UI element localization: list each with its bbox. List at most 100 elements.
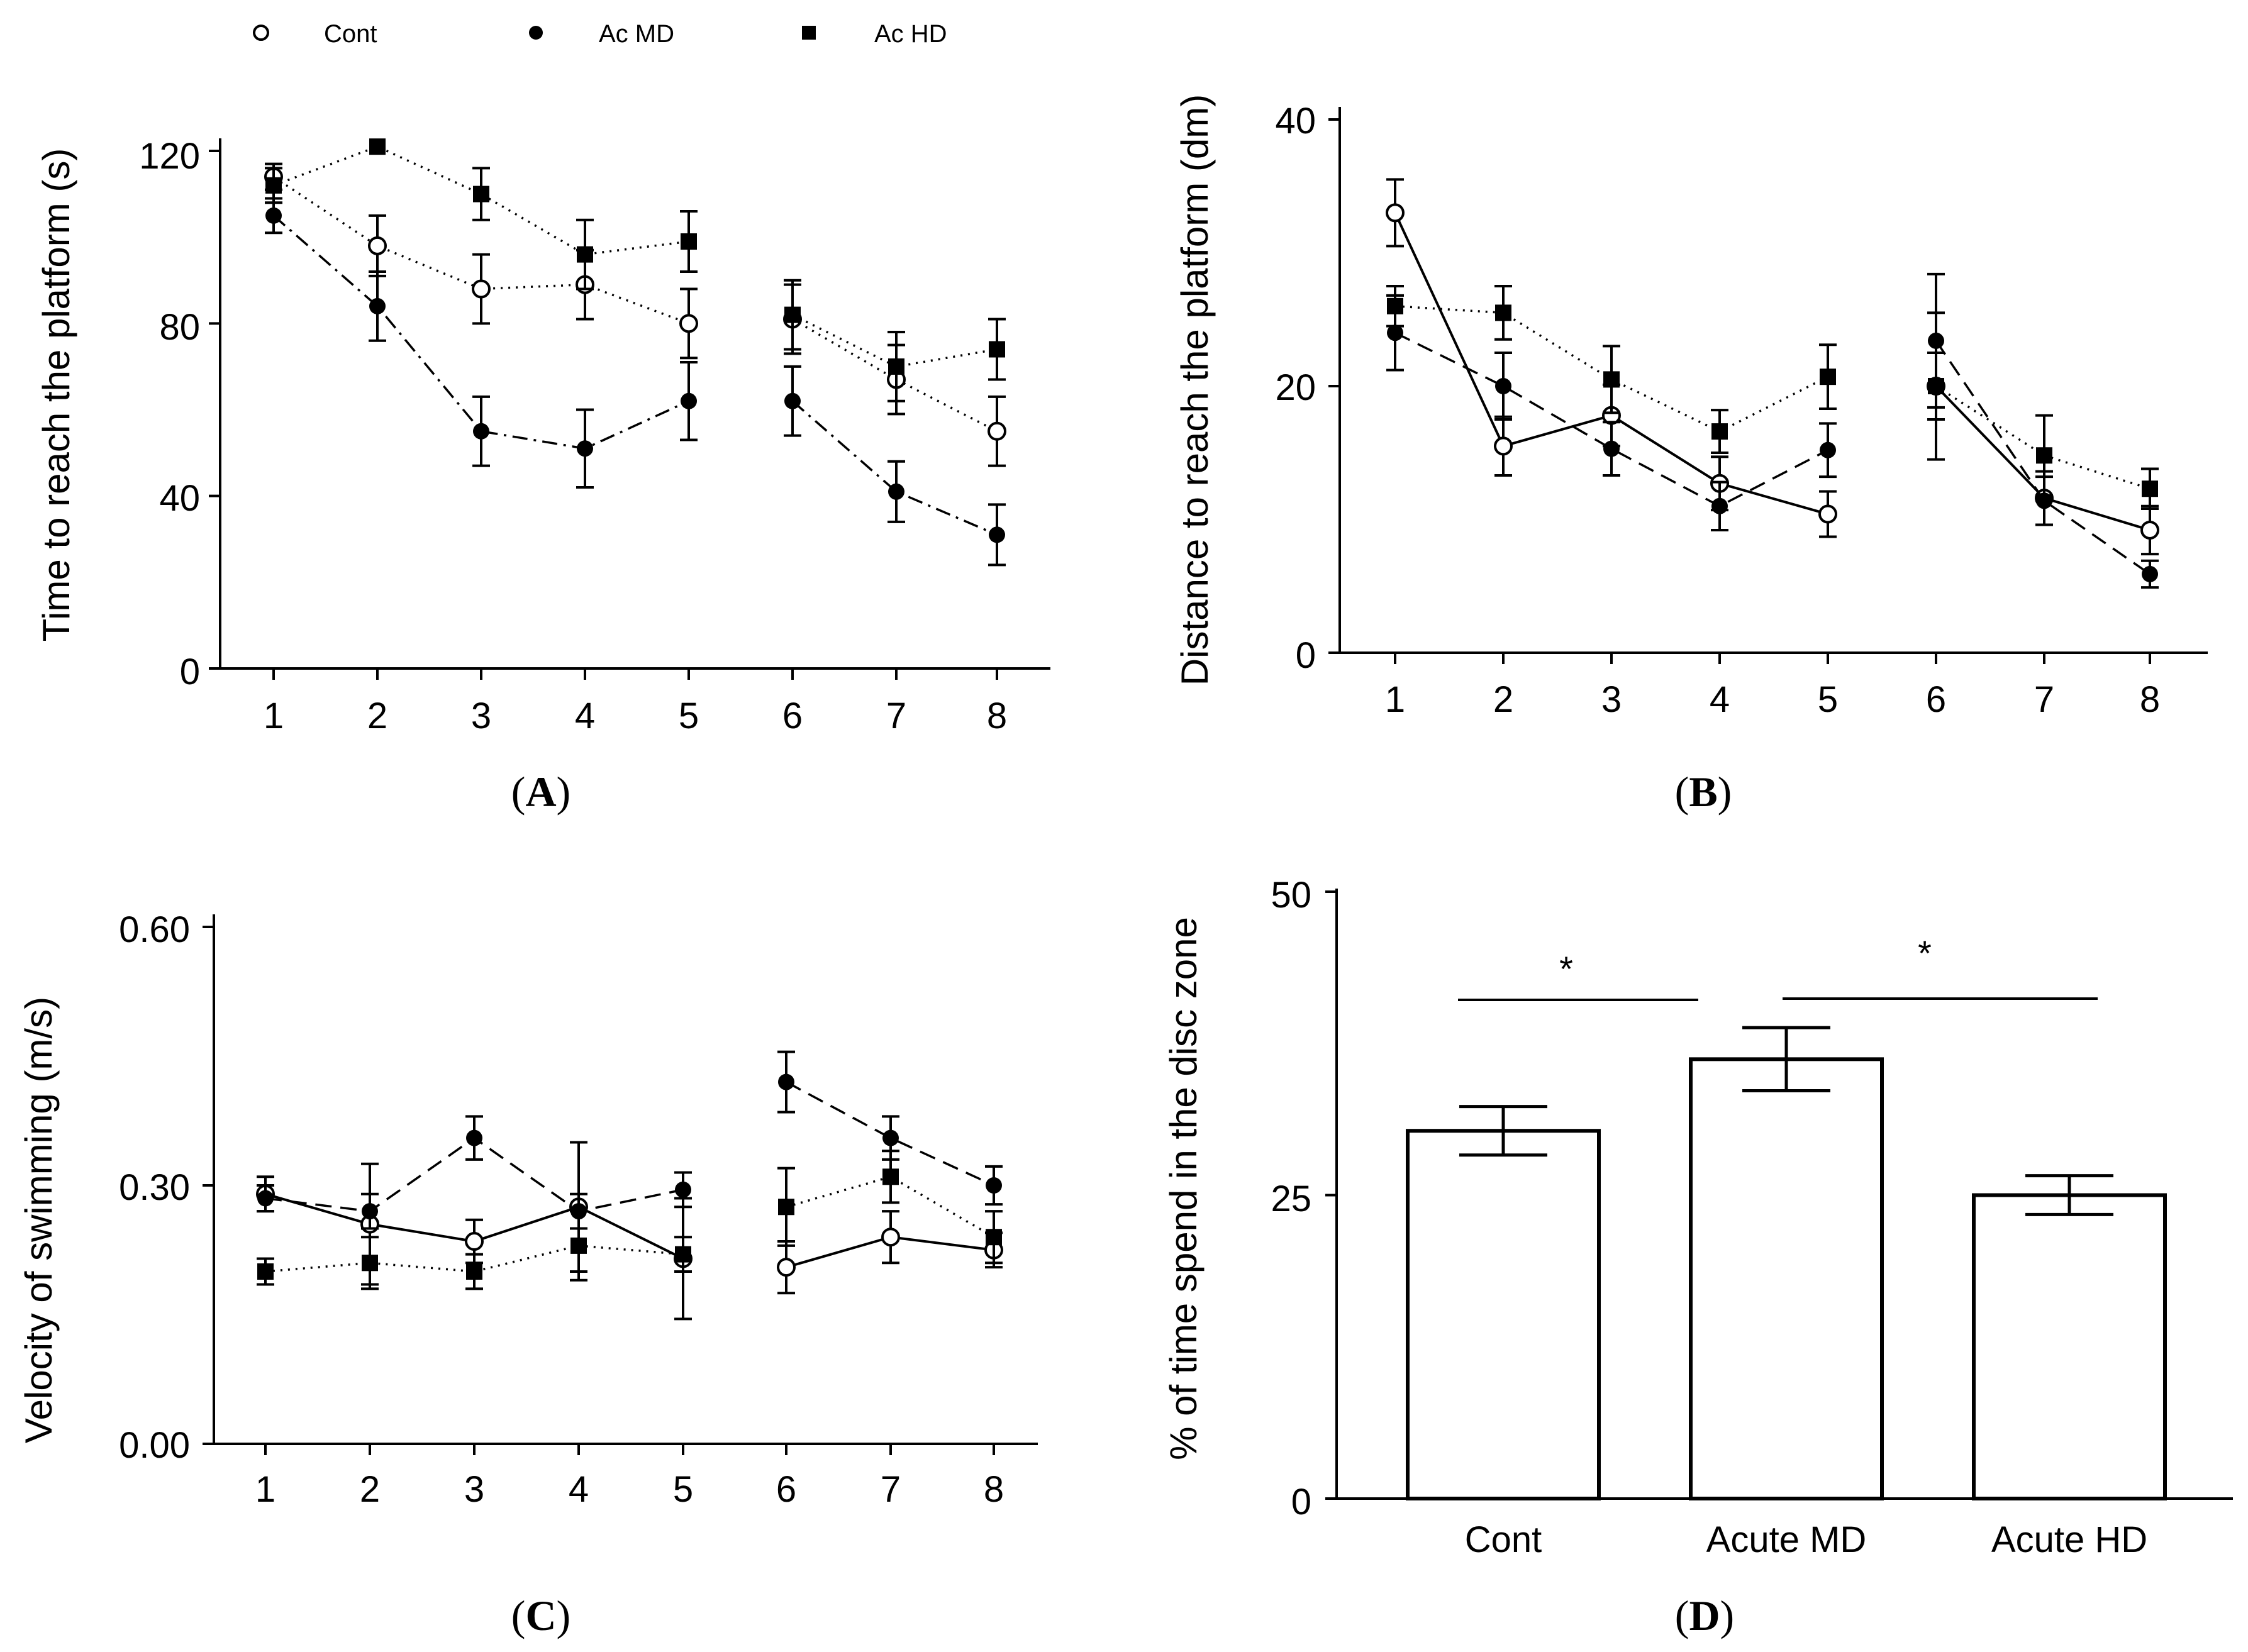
series-line bbox=[273, 175, 689, 324]
xtick-label: Acute HD bbox=[1991, 1519, 2147, 1560]
ytick-label: 80 bbox=[159, 307, 200, 348]
legend-item-ac-md: Ac MD bbox=[529, 20, 674, 48]
data-point-filled-square bbox=[1711, 423, 1728, 440]
data-point-filled-circle bbox=[986, 1177, 1002, 1194]
xtick-label: 7 bbox=[2034, 679, 2054, 720]
legend-marker-filled-square bbox=[802, 26, 816, 40]
data-point-filled-square bbox=[1928, 378, 1944, 394]
data-point-filled-circle bbox=[1711, 497, 1728, 514]
ytick-label: 0.30 bbox=[119, 1167, 190, 1208]
series-cont bbox=[264, 162, 1006, 467]
data-point-filled-circle bbox=[675, 1181, 691, 1198]
data-point-filled-circle bbox=[265, 207, 282, 224]
data-point-filled-circle bbox=[1928, 332, 1944, 349]
panel-b-plot bbox=[1328, 107, 2208, 664]
data-point-open-circle bbox=[465, 1232, 484, 1251]
data-point-filled-circle bbox=[466, 1129, 482, 1146]
data-point-filled-square bbox=[2036, 447, 2052, 464]
panel-label-letter: C bbox=[525, 1592, 556, 1639]
data-point-open-circle bbox=[1494, 436, 1513, 456]
legend-item-cont: Cont bbox=[253, 20, 377, 48]
series-ac-md bbox=[257, 1050, 1003, 1230]
series-line bbox=[791, 400, 998, 536]
data-point-filled-square bbox=[1387, 297, 1403, 314]
data-point-filled-circle bbox=[369, 297, 386, 314]
ytick-labels: 0 40 80 120 bbox=[139, 136, 200, 692]
xtick-labels: 1 2 3 4 5 6 7 8 bbox=[264, 696, 1007, 736]
data-point-filled-circle bbox=[1603, 440, 1620, 457]
legend-marker-open-circle bbox=[253, 25, 269, 41]
bar bbox=[1406, 1129, 1601, 1500]
data-point-filled-square bbox=[362, 1255, 378, 1272]
data-point-filled-circle bbox=[1387, 324, 1403, 341]
xtick-label: 2 bbox=[367, 696, 387, 736]
data-point-filled-square bbox=[265, 177, 282, 194]
panel-c: Velocity of swimming (m/s) 0.00 0.30 0.6… bbox=[18, 909, 1004, 1639]
ytick-label: 40 bbox=[1275, 101, 1316, 141]
data-point-filled-square bbox=[784, 306, 801, 323]
ytick-label: 20 bbox=[1275, 367, 1316, 408]
data-point-open-circle bbox=[988, 421, 1006, 441]
data-point-filled-circle bbox=[1820, 441, 1836, 458]
data-point-filled-square bbox=[675, 1246, 691, 1263]
panel-label-letter: B bbox=[1689, 768, 1717, 816]
xtick-label: 1 bbox=[264, 696, 284, 736]
y-axis-title: Velocity of swimming (m/s) bbox=[18, 997, 60, 1443]
data-point-filled-circle bbox=[362, 1203, 378, 1220]
data-point-filled-circle bbox=[257, 1190, 274, 1207]
ytick-labels: 0 25 50 bbox=[1271, 875, 1311, 1522]
data-point-filled-square bbox=[1603, 371, 1620, 388]
panel-label-open-paren: ( bbox=[511, 768, 526, 816]
data-point-filled-square bbox=[570, 1237, 587, 1254]
significance-star: * bbox=[1918, 933, 1932, 973]
y-axis-title: Time to reach the platform (s) bbox=[35, 148, 77, 642]
data-point-filled-circle bbox=[681, 392, 697, 409]
xtick-label: 3 bbox=[471, 696, 491, 736]
data-point-filled-circle bbox=[989, 526, 1005, 543]
series-line bbox=[786, 1081, 994, 1187]
series-ac-md bbox=[1386, 272, 2159, 589]
ytick-label: 40 bbox=[159, 478, 200, 519]
xtick-labels: Cont Acute MD Acute HD bbox=[1465, 1519, 2147, 1560]
xtick-label: 7 bbox=[886, 696, 906, 736]
legend-item-ac-hd: Ac HD bbox=[802, 20, 947, 48]
data-point-filled-square bbox=[778, 1199, 794, 1216]
data-point-filled-circle bbox=[473, 423, 489, 440]
panel-b: Distance to reach the platform (dm) 0 20… bbox=[1174, 94, 2160, 816]
legend: Cont Ac MD Ac HD bbox=[253, 20, 947, 48]
panel-label-close-paren: ) bbox=[557, 768, 571, 816]
data-point-open-circle bbox=[679, 314, 698, 333]
ytick-label: 25 bbox=[1271, 1178, 1311, 1219]
data-point-filled-circle bbox=[577, 440, 593, 457]
series-ac-md bbox=[265, 197, 1006, 567]
xtick-label: 2 bbox=[1493, 679, 1513, 720]
ytick-label: 0 bbox=[1291, 1482, 1311, 1522]
panel-label-b: (B) bbox=[1675, 768, 1732, 816]
data-point-filled-circle bbox=[888, 483, 904, 500]
panel-label-close-paren: ) bbox=[1718, 768, 1732, 816]
legend-marker-filled-circle bbox=[529, 26, 543, 40]
xtick-label: 4 bbox=[575, 696, 595, 736]
panel-label-close-paren: ) bbox=[1720, 1592, 1735, 1639]
xtick-label: Cont bbox=[1465, 1519, 1542, 1560]
ytick-label: 0 bbox=[180, 651, 200, 692]
series-ac-hd bbox=[257, 1150, 1003, 1290]
xtick-label: 2 bbox=[360, 1469, 380, 1510]
panel-label-open-paren: ( bbox=[1675, 768, 1689, 816]
xtick-label: 6 bbox=[776, 1469, 796, 1510]
panel-a-plot bbox=[209, 138, 1050, 680]
data-point-filled-square bbox=[473, 186, 489, 202]
xtick-label: 5 bbox=[673, 1469, 693, 1510]
data-point-filled-square bbox=[1495, 304, 1511, 321]
xtick-label: Acute MD bbox=[1706, 1519, 1867, 1560]
xtick-label: 1 bbox=[1385, 679, 1405, 720]
panel-label-d: (D) bbox=[1675, 1592, 1734, 1639]
y-axis-title: Distance to reach the platform (dm) bbox=[1174, 94, 1216, 685]
data-point-filled-circle bbox=[784, 392, 801, 409]
series-line bbox=[1394, 331, 1828, 507]
data-point-filled-square bbox=[681, 233, 697, 250]
ytick-labels: 0.00 0.30 0.60 bbox=[119, 909, 190, 1466]
panel-c-plot bbox=[203, 914, 1038, 1455]
xtick-label: 7 bbox=[881, 1469, 901, 1510]
data-point-open-circle bbox=[777, 1258, 796, 1277]
